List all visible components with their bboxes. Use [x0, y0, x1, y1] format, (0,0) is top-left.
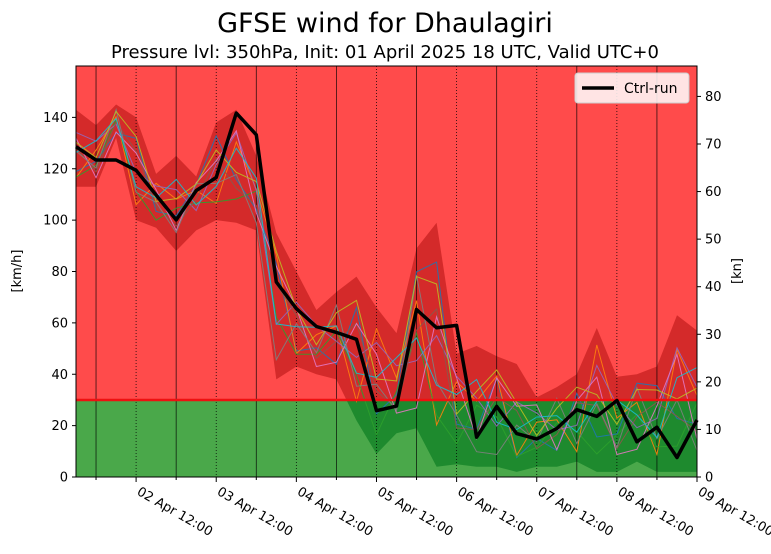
legend: Ctrl-run	[574, 72, 690, 104]
left-tick-label: 60	[51, 316, 68, 331]
x-tick-label: 05 Apr 12:00	[374, 484, 455, 539]
x-tick-label-group: 08 Apr 12:00	[615, 484, 696, 539]
right-tick-label: 20	[705, 375, 722, 390]
x-tick-label-group: 02 Apr 12:00	[134, 484, 215, 539]
right-tick-label: 40	[705, 280, 722, 295]
ensemble-member-line	[75, 129, 698, 456]
left-tick-label: 140	[43, 111, 68, 126]
left-axis-label: [km/h]	[10, 250, 25, 293]
x-tick-label: 09 Apr 12:00	[695, 484, 771, 539]
x-tick-label-group: 07 Apr 12:00	[535, 484, 616, 539]
x-axis-ticks: 02 Apr 12:00 03 Apr 12:00 04 Apr 12:00 05 A…	[95, 477, 771, 540]
x-tick-label-group: 06 Apr 12:00	[455, 484, 536, 539]
right-tick-label: 50	[705, 233, 722, 248]
left-tick-label: 40	[51, 368, 68, 383]
legend-label: Ctrl-run	[624, 81, 677, 97]
x-tick-label: 03 Apr 12:00	[214, 484, 295, 539]
left-tick-label: 80	[51, 265, 68, 280]
ensemble-member-line	[75, 110, 698, 437]
right-axis-label: [kn]	[730, 258, 745, 284]
x-tick-label: 08 Apr 12:00	[615, 484, 696, 539]
chart-title: GFSE wind for Dhaulagiri	[217, 8, 553, 39]
left-tick-label: 0	[60, 471, 68, 486]
x-tick-label: 02 Apr 12:00	[134, 484, 215, 539]
x-tick-label: 06 Apr 12:00	[455, 484, 536, 539]
right-tick-label: 60	[705, 185, 722, 200]
left-tick-label: 20	[51, 419, 68, 434]
right-tick-label: 0	[705, 471, 713, 486]
ensemble-envelope-above	[76, 104, 697, 400]
x-tick-label-group: 04 Apr 12:00	[294, 484, 375, 539]
legend-box	[574, 72, 690, 104]
x-tick-label-group: 05 Apr 12:00	[374, 484, 455, 539]
ctrl-run-line	[75, 111, 699, 460]
right-axis-ticks: 0 10 20 30 40 50 60 70 80	[697, 90, 722, 486]
right-tick-label: 10	[705, 423, 722, 438]
ensemble-member-line	[75, 115, 698, 457]
right-axis-label-text: [kn]	[730, 258, 745, 284]
ensemble-member-line	[75, 123, 698, 431]
ensemble-member-line	[75, 107, 698, 456]
x-tick-label: 04 Apr 12:00	[294, 484, 375, 539]
left-tick-label: 120	[43, 162, 68, 177]
right-tick-label: 70	[705, 137, 722, 152]
right-tick-label: 80	[705, 90, 722, 105]
ensemble-member-line	[75, 132, 698, 459]
x-tick-label-group: 03 Apr 12:00	[214, 484, 295, 539]
plot-area	[75, 65, 699, 478]
right-tick-label: 30	[705, 328, 722, 343]
x-tick-label: 07 Apr 12:00	[535, 484, 616, 539]
left-tick-label: 100	[43, 214, 68, 229]
x-tick-label-group: 09 Apr 12:00	[695, 484, 771, 539]
left-axis-label-text: [km/h]	[10, 250, 25, 293]
ensemble-member-line	[75, 117, 698, 439]
chart-subtitle: Pressure lvl: 350hPa, Init: 01 April 202…	[111, 42, 659, 63]
ensemble-member-line	[75, 117, 698, 458]
left-axis-ticks: 0 20 40 60 80 100 120 140	[43, 111, 76, 486]
